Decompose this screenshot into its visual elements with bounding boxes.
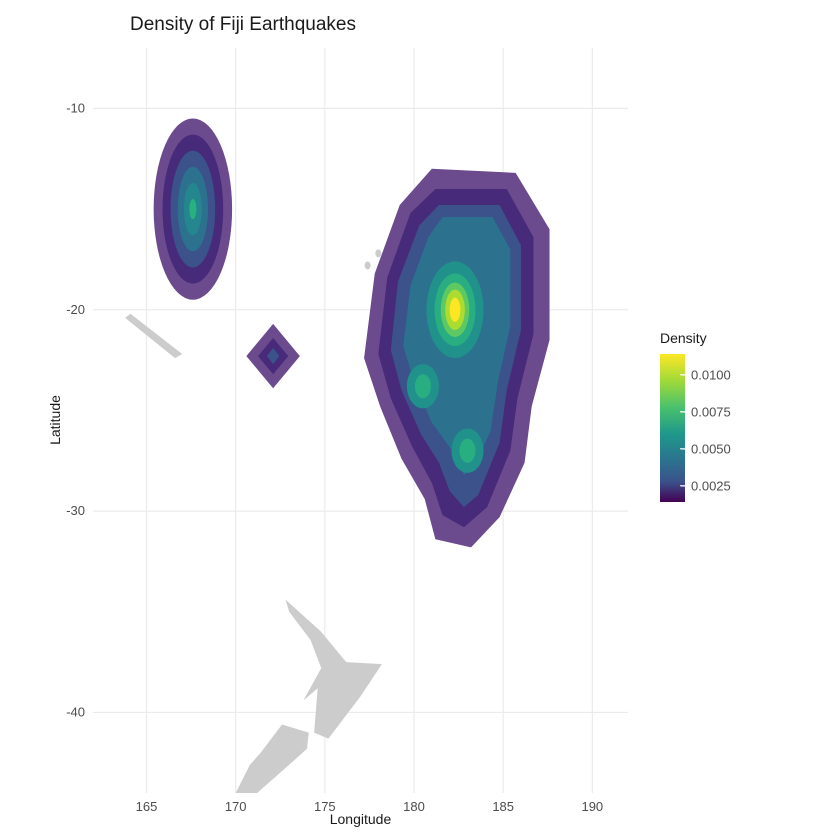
basemap xyxy=(125,205,415,793)
y-axis-title: Latitude xyxy=(47,395,63,445)
legend-title: Density xyxy=(660,330,810,346)
legend-tick: 0.0075 xyxy=(691,404,731,419)
y-axis-ticks: -40 -30 -20 -10 xyxy=(66,100,85,719)
x-axis-title: Longitude xyxy=(93,811,628,827)
svg-text:-20: -20 xyxy=(66,302,85,317)
plot-panel: 165170175180185190 -40-30-20-10 xyxy=(93,48,628,793)
svg-text:-10: -10 xyxy=(66,100,85,115)
page-title: Density of Fiji Earthquakes xyxy=(130,14,356,36)
legend-tick: 0.0100 xyxy=(691,367,731,382)
legend-tick: 0.0050 xyxy=(691,441,731,456)
legend-tick: 0.0025 xyxy=(691,478,731,493)
density-contours xyxy=(154,118,550,547)
legend-colorbar xyxy=(660,354,685,502)
legend-ticks: 0.0100 0.0075 0.0050 0.0025 xyxy=(691,354,781,502)
svg-text:-30: -30 xyxy=(66,503,85,518)
legend: Density 0.0100 0.0075 0.0050 0.0025 xyxy=(660,330,810,502)
svg-text:-40: -40 xyxy=(66,704,85,719)
